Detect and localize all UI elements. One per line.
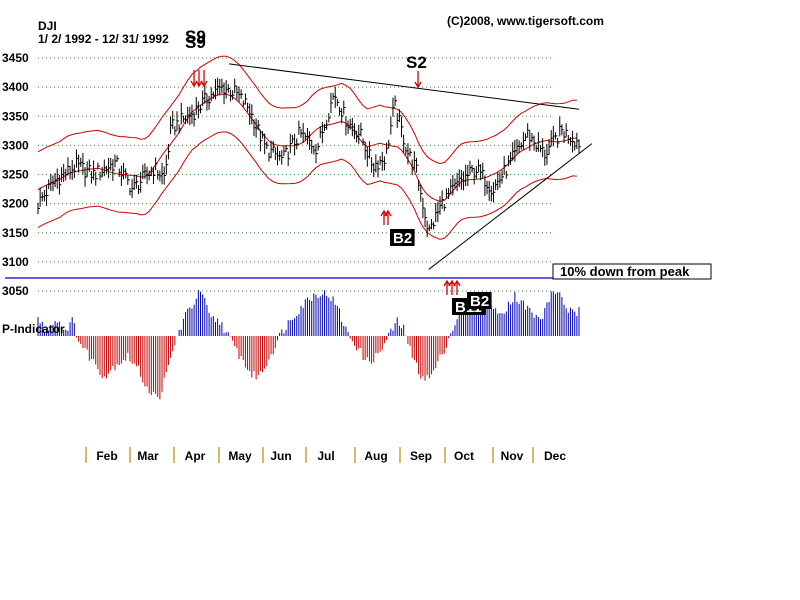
sell-arrow-head: [200, 80, 208, 88]
month-label-feb: Feb: [96, 449, 117, 463]
ten-percent-label: 10% down from peak: [560, 264, 690, 279]
month-label-mar: Mar: [137, 449, 159, 463]
y-tick-label: 3300: [2, 138, 29, 152]
ten-percent-label-box: [552, 263, 712, 280]
buy-arrow-head: [384, 209, 392, 217]
y-tick-label: 3100: [2, 255, 29, 269]
trendlines: [229, 63, 593, 270]
month-label-jul: Jul: [317, 449, 334, 463]
price-bars: [37, 77, 581, 238]
sell-arrow-head: [414, 81, 422, 89]
month-label-sep: Sep: [410, 449, 432, 463]
month-label-jun: Jun: [270, 449, 291, 463]
sell-arrow-head: [190, 80, 198, 88]
signal-label: S9: [185, 27, 206, 46]
y-tick-label: 3350: [2, 109, 29, 123]
p-indicator-histogram: [37, 289, 580, 400]
month-label-may: May: [228, 449, 252, 463]
lower-band-line: [37, 131, 577, 240]
sell-arrow-head: [195, 80, 203, 88]
indicator-label: P-Indicator: [2, 322, 65, 336]
signal-label-box: [467, 292, 492, 309]
signal-annotations: S9S9S2B2B11B2: [185, 27, 492, 316]
signal-label: B2: [470, 293, 489, 310]
copyright-label: (C)2008, www.tigersoft.com: [447, 14, 604, 28]
signal-label: B2: [393, 230, 412, 247]
trendline-support: [428, 143, 593, 270]
upper-band-line: [37, 55, 577, 165]
month-label-aug: Aug: [364, 449, 387, 463]
month-axis: Feb Mar Apr May Jun Jul Aug Sep Oct Nov Dec: [85, 447, 566, 463]
y-tick-label: 3150: [2, 226, 29, 240]
month-label-apr: Apr: [185, 449, 206, 463]
y-tick-label: 3200: [2, 197, 29, 211]
date-range-label: 1/ 2/ 1992 - 12/ 31/ 1992: [38, 32, 169, 46]
buy-arrow-head: [448, 279, 456, 287]
price-gridlines: [38, 57, 552, 292]
buy-arrow-head: [443, 279, 451, 287]
month-label-nov: Nov: [501, 449, 524, 463]
signal-label-box: [390, 229, 415, 246]
y-tick-label: 3450: [2, 51, 29, 65]
month-label-oct: Oct: [454, 449, 474, 463]
y-tick-label: 3050: [2, 284, 29, 298]
envelope-bands: [37, 55, 577, 240]
price-axis: 3050 3100 3150 3200 3250 3300 3350 3400 3450: [2, 51, 29, 298]
signal-label: S2: [406, 53, 427, 72]
y-tick-label: 3250: [2, 168, 29, 182]
buy-arrow-head: [453, 279, 461, 287]
symbol-label: DJI: [38, 19, 57, 33]
signal-label: S9: [185, 33, 206, 52]
month-label-dec: Dec: [544, 449, 566, 463]
trendline-resistance: [229, 63, 580, 110]
y-tick-label: 3400: [2, 80, 29, 94]
